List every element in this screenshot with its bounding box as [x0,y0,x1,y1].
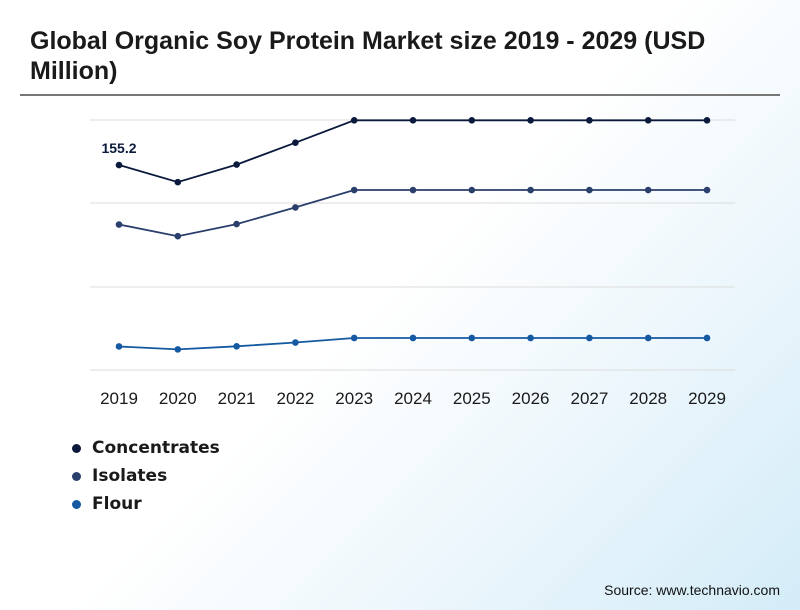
point-flour-2021 [233,343,240,350]
point-isolates-2021 [233,220,240,228]
point-concentrates-2021 [233,161,240,168]
x-axis-ticks: 2019 2020 2021 2022 2023 2024 2025 2026 2027 2028… [100,389,726,408]
point-isolates-2022 [292,204,299,211]
point-isolates-2019 [115,221,123,228]
legend-marker-flour [72,499,81,509]
point-isolates-2027 [586,186,593,194]
legend-item-concentrates: Concentrates [72,434,220,462]
point-isolates-2029 [703,186,711,194]
point-isolates-2020 [174,232,182,240]
x-tick-2029: 2029 [688,389,726,408]
point-isolates-2025 [468,186,476,194]
point-isolates-2028 [644,186,652,194]
line-chart: 155.2 2019 2020 2021 2022 2023 2024 2025 2026 20… [90,116,735,408]
x-tick-2024: 2024 [394,389,432,408]
point-isolates-2023 [350,186,358,194]
point-flour-2022 [292,339,299,346]
x-tick-2023: 2023 [335,389,373,408]
point-concentrates-2026 [527,116,534,124]
point-flour-2020 [174,346,182,353]
series-lines [118,119,707,351]
x-tick-2025: 2025 [453,389,491,408]
point-concentrates-2024 [409,116,417,124]
legend-label-flour: Flour [92,494,142,514]
point-isolates-2026 [527,186,534,194]
title-divider [20,94,780,96]
legend: Concentrates Isolates Flour [72,434,220,518]
x-tick-2019: 2019 [100,389,138,408]
legend-item-flour: Flour [72,490,220,518]
point-flour-2027 [586,334,593,342]
x-tick-2022: 2022 [276,389,314,408]
grid-lines [90,119,735,371]
x-tick-2027: 2027 [570,389,608,408]
point-flour-2024 [409,334,417,342]
data-label-concentrates-2019: 155.2 [101,140,136,156]
legend-label-isolates: Isolates [92,466,168,486]
series-line-concentrates [118,119,707,184]
legend-label-concentrates: Concentrates [92,438,220,458]
point-concentrates-2028 [644,116,652,124]
series-line-isolates [118,189,707,238]
x-tick-2021: 2021 [218,389,256,408]
point-flour-2019 [115,343,123,350]
source-note: Source: www.technavio.com [604,582,780,598]
legend-marker-isolates [72,471,81,481]
point-flour-2029 [703,334,711,342]
point-flour-2025 [468,334,476,342]
x-tick-2020: 2020 [159,389,197,408]
x-tick-2026: 2026 [512,389,550,408]
legend-marker-concentrates [72,443,81,453]
series-points [115,116,711,353]
point-flour-2026 [527,334,534,342]
point-isolates-2024 [409,186,417,194]
point-flour-2028 [644,334,652,342]
data-labels: 155.2 [101,140,136,156]
chart-title: Global Organic Soy Protein Market size 2… [30,27,706,85]
legend-item-isolates: Isolates [72,462,220,490]
point-concentrates-2029 [703,116,711,124]
point-flour-2023 [350,334,358,342]
point-concentrates-2025 [468,116,476,124]
point-concentrates-2023 [350,116,358,124]
point-concentrates-2027 [586,116,593,124]
x-tick-2028: 2028 [629,389,667,408]
point-concentrates-2022 [292,139,299,146]
point-concentrates-2020 [174,178,182,186]
point-concentrates-2019 [115,161,123,169]
